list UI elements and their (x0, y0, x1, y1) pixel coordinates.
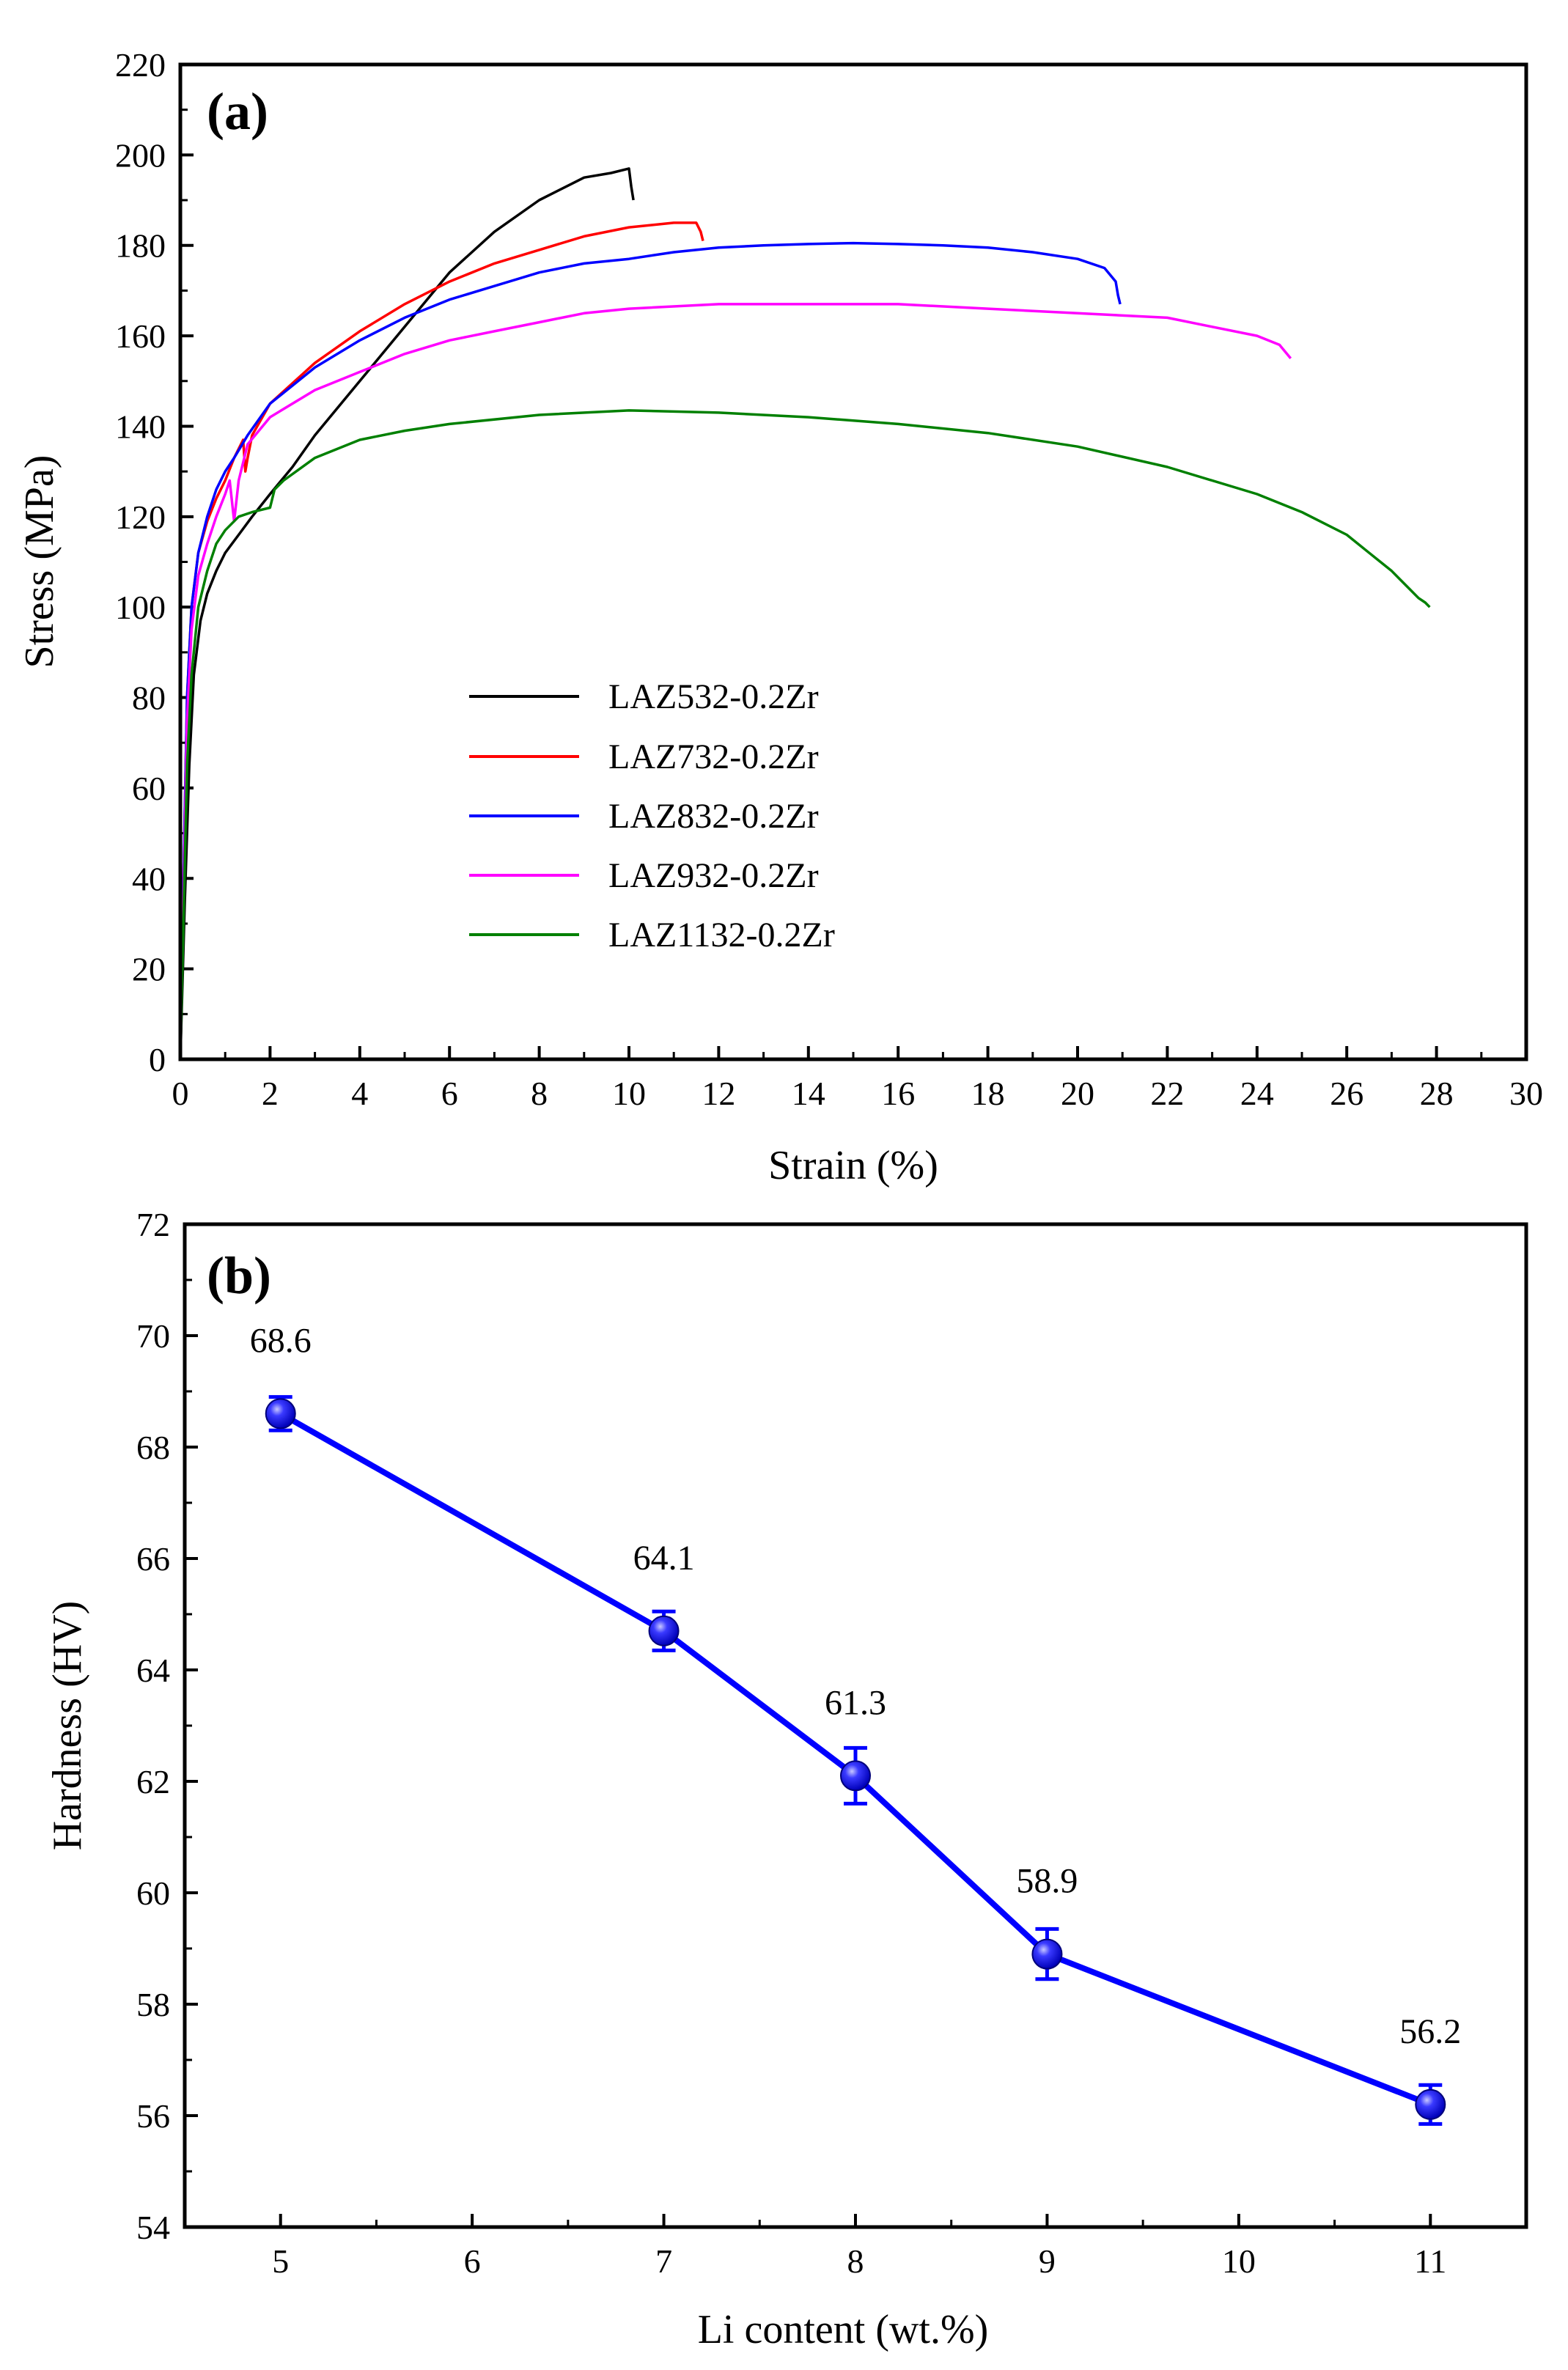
x-tick-label: 4 (351, 1075, 368, 1112)
y-tick-label: 40 (132, 860, 166, 897)
x-tick-label: 14 (792, 1075, 825, 1112)
legend-label-laz932: LAZ932-0.2Zr (608, 856, 819, 895)
x-tick-label: 8 (847, 2242, 864, 2280)
x-tick-label: 11 (1414, 2242, 1446, 2280)
x-tick-label: 6 (441, 1075, 458, 1112)
x-tick-label: 6 (464, 2242, 481, 2280)
y-tick-label: 62 (136, 1763, 170, 1800)
y-tick-label: 100 (115, 589, 166, 626)
panel-a-series (179, 167, 1431, 1060)
legend-label-laz832: LAZ832-0.2Zr (608, 797, 819, 836)
panel-a-label: (a) (207, 82, 268, 141)
panel-b-x-axis-title: Li content (wt.%) (698, 2307, 989, 2352)
y-tick-label: 80 (132, 680, 166, 717)
y-tick-label: 72 (136, 1206, 170, 1243)
x-tick-label: 16 (881, 1075, 915, 1112)
data-point (648, 1615, 680, 1646)
y-tick-label: 220 (115, 46, 166, 84)
panel-a-gridless-ticks (179, 63, 1528, 1061)
y-tick-label: 64 (136, 1652, 170, 1689)
x-tick-label: 28 (1420, 1075, 1454, 1112)
panel-b-y-axis-title: Hardness (HV) (45, 1601, 90, 1851)
y-tick-label: 120 (115, 498, 166, 536)
y-tick-label: 180 (115, 227, 166, 265)
panel-b-label: (b) (207, 1246, 271, 1305)
y-tick-label: 56 (136, 2097, 170, 2135)
y-tick-label: 200 (115, 136, 166, 174)
x-tick-label: 8 (531, 1075, 548, 1112)
series-line-laz1132-0-2zr (179, 409, 1431, 1060)
x-tick-label: 0 (172, 1075, 189, 1112)
data-value-label: 58.9 (1016, 1862, 1078, 1901)
panel-a-tick-labels: 0 2 4 6 8 10 12 14 16 18 20 22 24 26 28 300204060801001… (115, 46, 1543, 1112)
x-tick-label: 2 (262, 1075, 279, 1112)
series-line-laz532-0-2zr (179, 167, 635, 1060)
x-tick-label: 5 (272, 2242, 289, 2280)
y-tick-label: 0 (149, 1041, 166, 1078)
legend-label-laz532: LAZ532-0.2Zr (608, 677, 819, 716)
data-value-label: 56.2 (1399, 2012, 1461, 2051)
y-tick-label: 68 (136, 1429, 170, 1466)
y-tick-label: 54 (136, 2209, 170, 2246)
panel-a-legend: LAZ532-0.2Zr LAZ732-0.2Zr LAZ832-0.2Zr L… (469, 677, 835, 954)
y-tick-label: 20 (132, 951, 166, 988)
y-tick-label: 140 (115, 408, 166, 445)
data-point (1415, 2089, 1446, 2120)
y-tick-label: 66 (136, 1540, 170, 1578)
data-point (265, 1398, 296, 1429)
series-line-laz832-0-2zr (179, 241, 1122, 1060)
x-tick-label: 18 (971, 1075, 1005, 1112)
panel-a-x-axis-title: Strain (%) (768, 1143, 938, 1188)
panel-b-value-labels: 68.6 64.1 61.3 58.9 56.2 (250, 1321, 1462, 2050)
data-point (1031, 1938, 1063, 1970)
y-tick-label: 160 (115, 317, 166, 355)
y-tick-label: 60 (136, 1874, 170, 1912)
panel-b-series (265, 1395, 1446, 2126)
legend-label-laz732: LAZ732-0.2Zr (608, 737, 819, 776)
x-tick-label: 24 (1240, 1075, 1274, 1112)
data-value-label: 61.3 (825, 1683, 886, 1722)
x-tick-label: 30 (1509, 1075, 1543, 1112)
panel-a-plot-frame (178, 62, 1528, 1061)
x-tick-label: 7 (655, 2242, 672, 2280)
data-value-label: 68.6 (250, 1321, 312, 1360)
y-tick-label: 70 (136, 1317, 170, 1355)
x-tick-label: 20 (1061, 1075, 1094, 1112)
panel-a-y-axis-title: Stress (MPa) (17, 455, 62, 669)
x-tick-label: 12 (702, 1075, 735, 1112)
x-tick-label: 9 (1039, 2242, 1056, 2280)
series-line-laz932-0-2zr (179, 303, 1292, 1060)
x-tick-label: 22 (1150, 1075, 1184, 1112)
y-tick-label: 58 (136, 1986, 170, 2023)
panel-b-plot-frame (183, 1222, 1528, 2229)
y-tick-label: 60 (132, 770, 166, 807)
panel-a: 0 2 4 6 8 10 12 14 16 18 20 22 24 26 28 300204060801001… (17, 46, 1543, 1188)
legend-label-laz1132: LAZ1132-0.2Zr (608, 916, 835, 954)
data-point (840, 1760, 871, 1792)
data-value-label: 64.1 (633, 1539, 695, 1578)
x-tick-label: 10 (612, 1075, 646, 1112)
x-tick-label: 26 (1330, 1075, 1363, 1112)
x-tick-label: 10 (1222, 2242, 1256, 2280)
